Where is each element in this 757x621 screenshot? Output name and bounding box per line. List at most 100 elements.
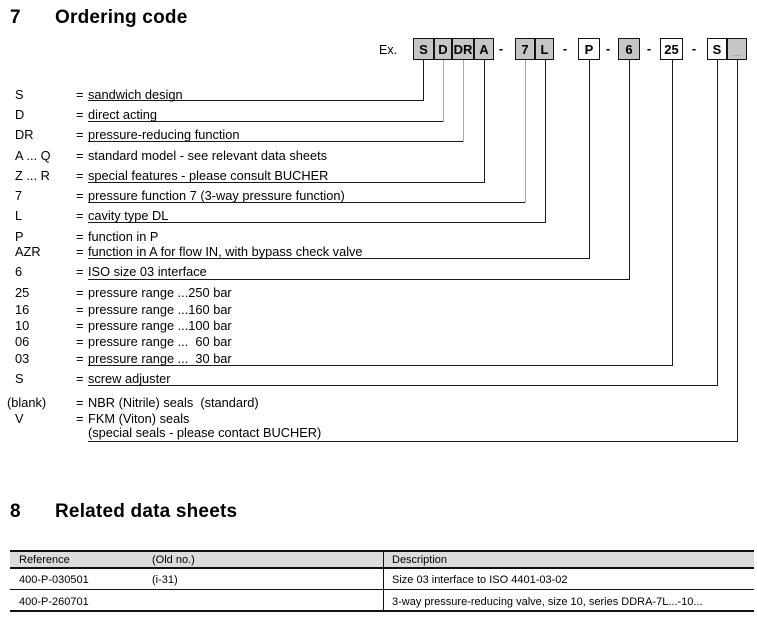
- connector-line-horizontal: [88, 441, 738, 443]
- table-cell: (i-31): [152, 574, 178, 586]
- connector-line-vertical: [545, 60, 547, 223]
- table-horizontal-rule: [10, 589, 754, 590]
- code-box-7: 7: [515, 38, 535, 60]
- code-label: 06: [15, 334, 30, 349]
- code-box-S: S: [413, 38, 434, 60]
- code-box-S: S: [707, 38, 727, 60]
- equals-sign: =: [76, 302, 84, 317]
- code-box-L: L: [535, 38, 554, 60]
- code-box-label: D: [438, 41, 448, 57]
- code-box-label: S: [712, 41, 722, 57]
- connector-line-vertical: [525, 60, 527, 203]
- table-header-background: [10, 550, 754, 567]
- equals-sign: =: [76, 285, 84, 300]
- equals-sign: =: [76, 229, 84, 244]
- code-separator-dash: -: [691, 41, 697, 56]
- code-description: pressure range ... 60 bar: [88, 334, 232, 349]
- table-horizontal-rule: [10, 567, 754, 569]
- code-description: NBR (Nitrile) seals (standard): [88, 395, 259, 410]
- section-8-title: Related data sheets: [55, 501, 238, 522]
- code-description: ISO size 03 interface: [88, 264, 207, 279]
- code-label: 10: [15, 318, 30, 333]
- equals-sign: =: [76, 334, 84, 349]
- code-box-label: 7: [521, 41, 529, 57]
- related-data-sheets-table: Reference (Old no.) Description 400-P-03050…: [10, 550, 754, 612]
- code-box-label: A: [479, 41, 489, 57]
- code-label: 16: [15, 302, 30, 317]
- connector-line-vertical: [443, 60, 445, 122]
- equals-sign: =: [76, 264, 84, 279]
- equals-sign: =: [76, 411, 84, 426]
- connector-line-horizontal: [88, 365, 673, 367]
- connector-line-horizontal: [88, 258, 590, 260]
- code-label: 25: [15, 285, 30, 300]
- code-description: pressure range ...160 bar: [88, 302, 232, 317]
- connector-line-horizontal: [88, 202, 526, 204]
- table-horizontal-rule: [10, 609, 754, 612]
- connector-line-horizontal: [88, 385, 718, 387]
- code-label: S: [15, 87, 24, 102]
- connector-line-vertical: [423, 60, 425, 101]
- code-description: special features - please consult BUCHER: [88, 168, 329, 183]
- equals-sign: =: [76, 318, 84, 333]
- code-box-label: S: [419, 41, 428, 57]
- code-label: V: [15, 411, 24, 426]
- section-8-number: 8: [10, 501, 21, 522]
- code-label: D: [15, 107, 25, 122]
- connector-line-horizontal: [88, 141, 464, 143]
- equals-sign: =: [76, 127, 84, 142]
- connector-line-horizontal: [88, 100, 424, 102]
- code-label: L: [15, 208, 23, 223]
- code-description: cavity type DL: [88, 208, 169, 223]
- code-description: (special seals - please contact BUCHER): [88, 425, 322, 440]
- code-label: 7: [15, 188, 23, 203]
- code-description: sandwich design: [88, 87, 183, 102]
- code-box-label: 6: [625, 41, 633, 57]
- equals-sign: =: [76, 148, 84, 163]
- code-label: (blank): [7, 395, 47, 410]
- connector-line-vertical: [737, 60, 739, 442]
- section-7-number: 7: [10, 7, 21, 28]
- code-description: screw adjuster: [88, 371, 171, 386]
- equals-sign: =: [76, 87, 84, 102]
- table-header-cell: Description: [392, 554, 448, 566]
- connector-line-vertical: [484, 60, 486, 183]
- code-description: direct acting: [88, 107, 157, 122]
- code-label: 6: [15, 264, 23, 279]
- connector-line-vertical: [463, 60, 465, 142]
- code-box-blank: _: [727, 38, 747, 60]
- connector-line-vertical: [629, 60, 631, 280]
- code-box-6: 6: [618, 38, 640, 60]
- connector-line-horizontal: [88, 279, 630, 281]
- connector-line-vertical: [589, 60, 591, 259]
- code-separator-dash: -: [562, 41, 568, 56]
- code-description: standard model - see relevant data sheet…: [88, 148, 328, 163]
- code-separator-dash: -: [498, 41, 504, 56]
- table-cell: 3-way pressure-reducing valve, size 10, …: [392, 596, 703, 608]
- equals-sign: =: [76, 107, 84, 122]
- code-box-A: A: [474, 38, 494, 60]
- equals-sign: =: [76, 188, 84, 203]
- code-description: pressure range ...250 bar: [88, 285, 232, 300]
- table-horizontal-rule: [10, 550, 754, 552]
- code-box-DR: DR: [452, 38, 474, 60]
- code-label: P: [15, 229, 24, 244]
- connector-line-horizontal: [88, 182, 485, 184]
- code-description: pressure function 7 (3-way pressure func…: [88, 188, 345, 203]
- code-description: function in P: [88, 229, 159, 244]
- table-cell: 400-P-260701: [19, 596, 89, 608]
- code-description: pressure range ...100 bar: [88, 318, 232, 333]
- code-description: pressure-reducing function: [88, 127, 240, 142]
- code-description: function in A for flow IN, with bypass c…: [88, 244, 363, 259]
- equals-sign: =: [76, 351, 84, 366]
- code-box-D: D: [434, 38, 452, 60]
- code-box-label: P: [584, 41, 594, 57]
- code-box-label: DR: [453, 41, 473, 57]
- code-label: DR: [15, 127, 34, 142]
- connector-line-vertical: [717, 60, 719, 386]
- code-label: A ... Q: [15, 148, 51, 163]
- equals-sign: =: [76, 371, 84, 386]
- code-box-label: _: [733, 41, 741, 57]
- code-separator-dash: -: [646, 41, 652, 56]
- code-box-label: L: [540, 41, 549, 57]
